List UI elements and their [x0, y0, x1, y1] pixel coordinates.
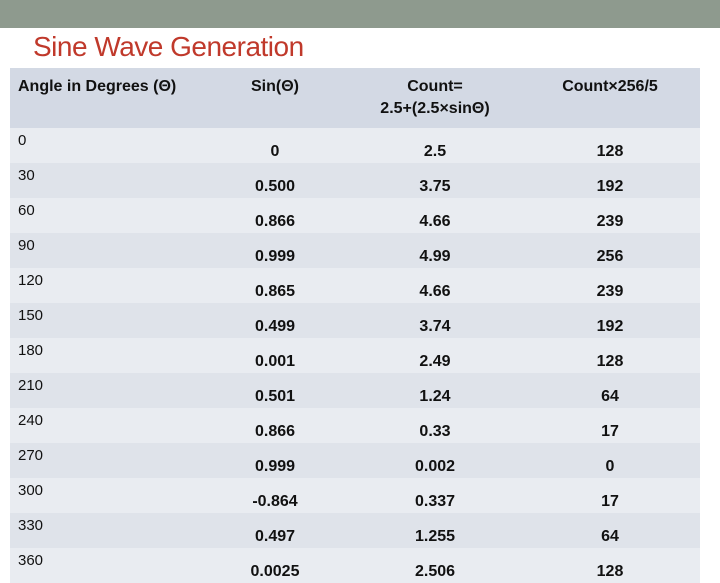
table-cell: 64 [520, 373, 700, 408]
table-row: 60 0.866 4.66 239 [10, 198, 700, 233]
table-cell: 30 [10, 163, 200, 198]
table-cell: 180 [10, 338, 200, 373]
table-cell: 3.75 [350, 163, 520, 198]
slide-title: Sine Wave Generation [33, 31, 304, 62]
data-table: Angle in Degrees (Θ) Sin(Θ) Count= 2.5+(2.… [10, 68, 700, 583]
table-cell: 0.999 [200, 443, 350, 478]
table-row: 150 0.499 3.74 192 [10, 303, 700, 338]
table-cell: 0.337 [350, 478, 520, 513]
table-cell: 0.501 [200, 373, 350, 408]
table-cell: 128 [520, 338, 700, 373]
table-cell: 4.99 [350, 233, 520, 268]
table-cell: 0.500 [200, 163, 350, 198]
table-row: 0 0 2.5 128 [10, 128, 700, 163]
table-row: 300 -0.864 0.337 17 [10, 478, 700, 513]
top-band [0, 0, 720, 28]
table-cell: 239 [520, 268, 700, 303]
column-header: Sin(Θ) [200, 68, 350, 128]
table-cell: 60 [10, 198, 200, 233]
table-row: 120 0.865 4.66 239 [10, 268, 700, 303]
table-cell: 1.255 [350, 513, 520, 548]
table-cell: 2.49 [350, 338, 520, 373]
table-cell: 210 [10, 373, 200, 408]
table-cell: 2.5 [350, 128, 520, 163]
table-cell: 0 [10, 128, 200, 163]
table-cell: 0.499 [200, 303, 350, 338]
table-cell: 0.001 [200, 338, 350, 373]
table-body: 0 0 2.5 128 30 0.500 3.75 192 60 0.866 4.66 239 90 0.… [10, 128, 700, 583]
table-cell: 2.506 [350, 548, 520, 583]
table-cell: 17 [520, 478, 700, 513]
table-row: 30 0.500 3.75 192 [10, 163, 700, 198]
table-cell: 0.497 [200, 513, 350, 548]
column-header: Angle in Degrees (Θ) [10, 68, 200, 128]
table-cell: 0.999 [200, 233, 350, 268]
table-cell: 0.866 [200, 408, 350, 443]
table-cell: 256 [520, 233, 700, 268]
table-cell: 300 [10, 478, 200, 513]
table-cell: 239 [520, 198, 700, 233]
table-cell: 120 [10, 268, 200, 303]
column-header: Count= 2.5+(2.5×sinΘ) [350, 68, 520, 128]
table-cell: 192 [520, 303, 700, 338]
table-cell: 0.002 [350, 443, 520, 478]
table-cell: 360 [10, 548, 200, 583]
table-cell: 17 [520, 408, 700, 443]
table-cell: 3.74 [350, 303, 520, 338]
table-row: 180 0.001 2.49 128 [10, 338, 700, 373]
table-cell: 64 [520, 513, 700, 548]
table-cell: 192 [520, 163, 700, 198]
table-cell: 0 [520, 443, 700, 478]
table-cell: 270 [10, 443, 200, 478]
table-cell: 0.33 [350, 408, 520, 443]
table-cell: 330 [10, 513, 200, 548]
table-row: 270 0.999 0.002 0 [10, 443, 700, 478]
table-row: 330 0.497 1.255 64 [10, 513, 700, 548]
table-cell: 90 [10, 233, 200, 268]
column-header: Count×256/5 [520, 68, 700, 128]
table-cell: 128 [520, 548, 700, 583]
table-cell: 128 [520, 128, 700, 163]
table-cell: 4.66 [350, 268, 520, 303]
header-row: Angle in Degrees (Θ) Sin(Θ) Count= 2.5+(2.… [10, 68, 700, 128]
table-cell: 4.66 [350, 198, 520, 233]
table-row: 240 0.866 0.33 17 [10, 408, 700, 443]
table-cell: 0.865 [200, 268, 350, 303]
table-cell: -0.864 [200, 478, 350, 513]
table-row: 90 0.999 4.99 256 [10, 233, 700, 268]
table-row: 210 0.501 1.24 64 [10, 373, 700, 408]
table-cell: 1.24 [350, 373, 520, 408]
table-cell: 240 [10, 408, 200, 443]
table-cell: 150 [10, 303, 200, 338]
table-cell: 0.866 [200, 198, 350, 233]
table-cell: 0.0025 [200, 548, 350, 583]
table-cell: 0 [200, 128, 350, 163]
table-row: 360 0.0025 2.506 128 [10, 548, 700, 583]
